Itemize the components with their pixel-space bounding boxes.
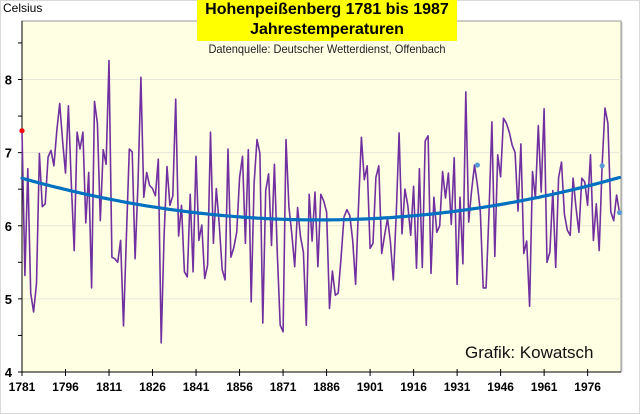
x-tick-label: 1871 [270,380,297,394]
y-tick-label: 8 [5,73,12,88]
x-tick-label: 1976 [574,380,601,394]
x-tick-label: 1841 [183,380,210,394]
x-tick-label: 1946 [487,380,514,394]
highlight-marker [599,163,605,169]
x-tick-label: 1901 [357,380,384,394]
x-tick-label: 1826 [139,380,166,394]
chart-subtitle: Jahrestemperaturen [250,21,404,38]
x-tick-label: 1811 [96,380,122,394]
chart-title: Hohenpeißenberg 1781 bis 1987 [205,1,449,18]
x-tick-label: 1796 [52,380,79,394]
x-tick-label: 1886 [313,380,340,394]
x-tick-label: 1916 [400,380,427,394]
x-tick-label: 1781 [9,380,36,394]
highlight-marker [616,209,623,216]
y-tick-label: 4 [5,365,13,380]
data-source: Datenquelle: Deutscher Wetterdienst, Off… [208,42,446,56]
x-tick-label: 1961 [531,380,558,394]
trend-line [20,175,622,222]
x-tick-label: 1931 [444,380,471,394]
temperature-series-line [21,59,621,344]
y-tick-label: 7 [5,146,12,161]
x-tick-label: 1856 [226,380,253,394]
y-tick-label: 6 [5,219,12,234]
y-axis-label: Celsius [3,1,43,15]
y-tick-label: 5 [5,292,12,307]
highlight-marker [474,162,481,168]
chart-credit: Grafik: Kowatsch [465,343,594,362]
title-box: Hohenpeißenberg 1781 bis 1987 Jahrestemp… [197,0,457,41]
highlight-marker [19,128,25,134]
